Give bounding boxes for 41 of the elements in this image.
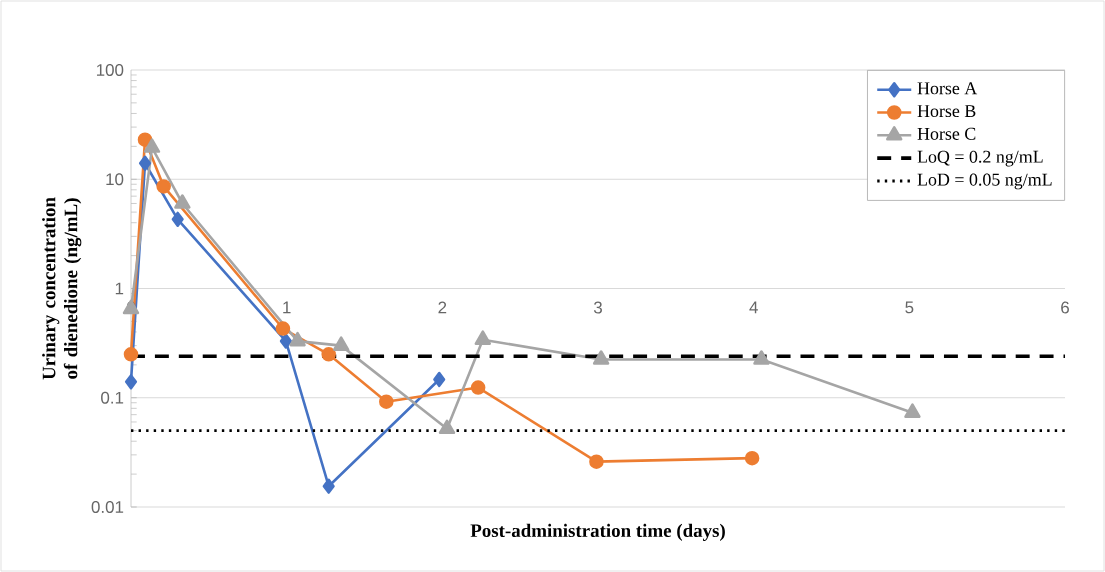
x-axis-title: Post-administration time (days) xyxy=(470,523,725,541)
point xyxy=(279,333,292,349)
point xyxy=(138,155,152,171)
point xyxy=(171,211,184,227)
point xyxy=(332,336,350,351)
y-tick-label: 100 xyxy=(96,64,124,76)
x-tick-label: 1 xyxy=(283,301,291,314)
x-tick-label: 2 xyxy=(438,301,447,314)
point xyxy=(744,450,760,466)
y-tick-label: 0.1 xyxy=(101,391,124,404)
x-tick-label: 5 xyxy=(905,301,914,314)
point xyxy=(474,330,492,345)
point xyxy=(174,194,191,209)
x-tick-label: 6 xyxy=(1061,301,1069,314)
x-tick-label: 4 xyxy=(749,301,758,314)
point xyxy=(438,419,456,435)
point xyxy=(322,478,335,494)
point xyxy=(433,371,446,388)
legend-label: LoD = 0.05 ng/mL xyxy=(917,173,1052,190)
point xyxy=(753,350,770,365)
legend-label: LoQ = 0.2 ng/mL xyxy=(917,150,1043,167)
point xyxy=(123,347,139,362)
legend-label: Horse B xyxy=(917,105,976,118)
y-tick-label: 10 xyxy=(106,173,124,186)
legend-label: Horse A xyxy=(917,82,978,95)
point xyxy=(589,454,604,469)
point xyxy=(143,138,161,153)
y-tick-label: 0.01 xyxy=(91,501,124,513)
y-axis-title: Urinary concentration of dienedione (ng/mL) xyxy=(42,197,82,380)
y-tick-label: 1 xyxy=(115,282,124,295)
point xyxy=(321,347,336,362)
x-tick-label: 3 xyxy=(593,301,602,314)
point xyxy=(124,374,138,390)
point xyxy=(379,394,394,409)
point xyxy=(156,179,171,194)
point xyxy=(470,380,486,395)
point xyxy=(904,403,921,418)
point xyxy=(592,350,610,365)
legend-label: Horse C xyxy=(917,127,976,140)
point xyxy=(275,321,291,336)
point xyxy=(289,331,306,347)
